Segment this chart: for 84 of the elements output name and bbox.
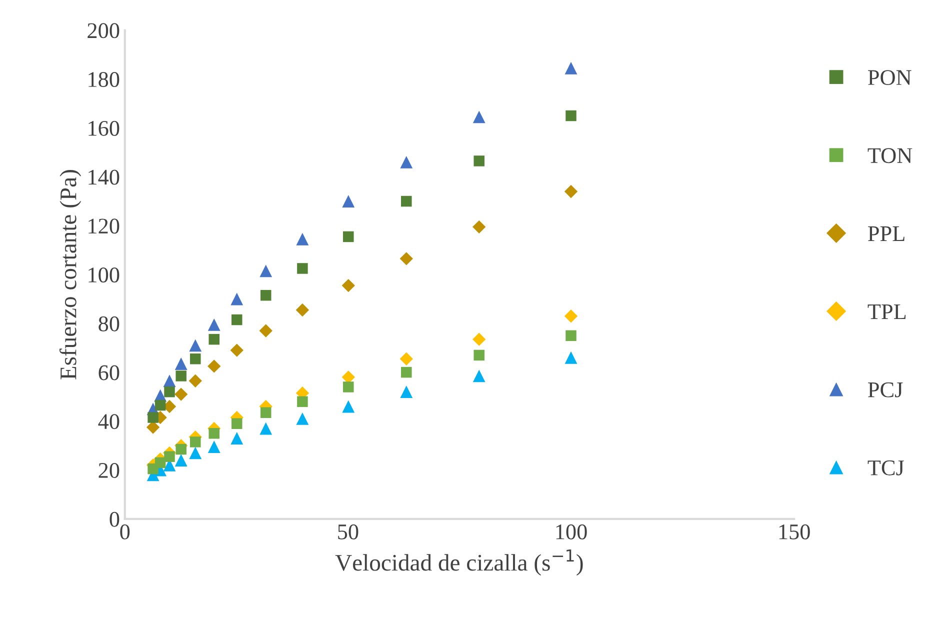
x-tick-label: 100: [556, 524, 587, 540]
point: [297, 396, 308, 407]
point: [190, 353, 201, 364]
legend-label: PPL: [868, 226, 904, 241]
point: [472, 220, 486, 234]
point: [472, 332, 486, 346]
point: [566, 110, 576, 122]
point: [176, 370, 186, 382]
point: [260, 422, 272, 435]
point: [231, 418, 242, 429]
point: [148, 463, 158, 474]
point: [208, 360, 221, 373]
point: [163, 374, 176, 388]
point: [146, 420, 160, 434]
point: [174, 358, 188, 370]
y-tick-label: 80: [98, 316, 120, 332]
point: [296, 303, 310, 317]
point: [342, 370, 355, 384]
point: [342, 278, 355, 292]
point: [260, 407, 272, 418]
legend-label: PCJ: [868, 382, 903, 398]
point: [208, 428, 220, 439]
point: [564, 310, 578, 323]
point: [189, 446, 202, 460]
point: [230, 344, 244, 357]
point: [230, 432, 244, 444]
legend-label: TON: [868, 148, 912, 164]
legend-label: TPL: [868, 304, 906, 320]
point: [401, 366, 412, 378]
point: [190, 436, 201, 448]
y-tick-label: 120: [88, 218, 120, 234]
point: [342, 400, 355, 413]
point: [297, 263, 308, 274]
point: [564, 62, 578, 74]
point: [400, 386, 413, 398]
y-tick-label: 180: [88, 72, 120, 88]
point: [472, 110, 486, 124]
point: [401, 196, 412, 207]
y-tick-label: 40: [98, 414, 120, 430]
point: [400, 156, 413, 168]
point: [259, 324, 272, 338]
point: [188, 374, 202, 388]
y-tick-label: 200: [88, 23, 120, 38]
point: [208, 440, 220, 454]
point: [208, 334, 220, 345]
point: [564, 351, 578, 364]
x-tick-label: 50: [338, 524, 358, 540]
x-tick-label: 150: [779, 524, 810, 540]
legend-label: PON: [868, 70, 912, 86]
point: [296, 412, 309, 425]
x-tick-label: 0: [120, 524, 130, 540]
point: [208, 318, 220, 331]
point: [342, 195, 355, 208]
point: [174, 454, 188, 466]
y-tick-label: 160: [88, 120, 120, 136]
y-tick-label: 60: [98, 365, 120, 380]
point: [189, 339, 202, 352]
y-axis-title: Esfuerzo cortante (Pa): [59, 170, 82, 380]
point: [474, 350, 484, 361]
point: [176, 444, 186, 455]
point: [343, 231, 354, 242]
point: [164, 451, 175, 462]
point: [231, 314, 242, 326]
point: [343, 382, 354, 392]
legend-label: TCJ: [868, 460, 904, 476]
x-axis-title: Velocidad de cizalla (s$^{−1}$): [335, 549, 583, 576]
point: [472, 370, 486, 382]
point: [474, 156, 484, 166]
point: [174, 388, 188, 401]
point: [260, 290, 272, 301]
point: [148, 412, 158, 423]
point: [260, 264, 272, 278]
point: [400, 252, 413, 266]
y-tick-label: 140: [88, 170, 120, 185]
point: [296, 232, 309, 246]
point: [230, 292, 244, 306]
point: [164, 386, 175, 398]
point: [566, 330, 576, 342]
point: [564, 184, 578, 198]
point: [154, 400, 166, 411]
point: [400, 352, 413, 366]
y-tick-label: 20: [98, 462, 120, 478]
y-tick-label: 0: [110, 512, 120, 527]
y-tick-label: 100: [88, 267, 120, 282]
